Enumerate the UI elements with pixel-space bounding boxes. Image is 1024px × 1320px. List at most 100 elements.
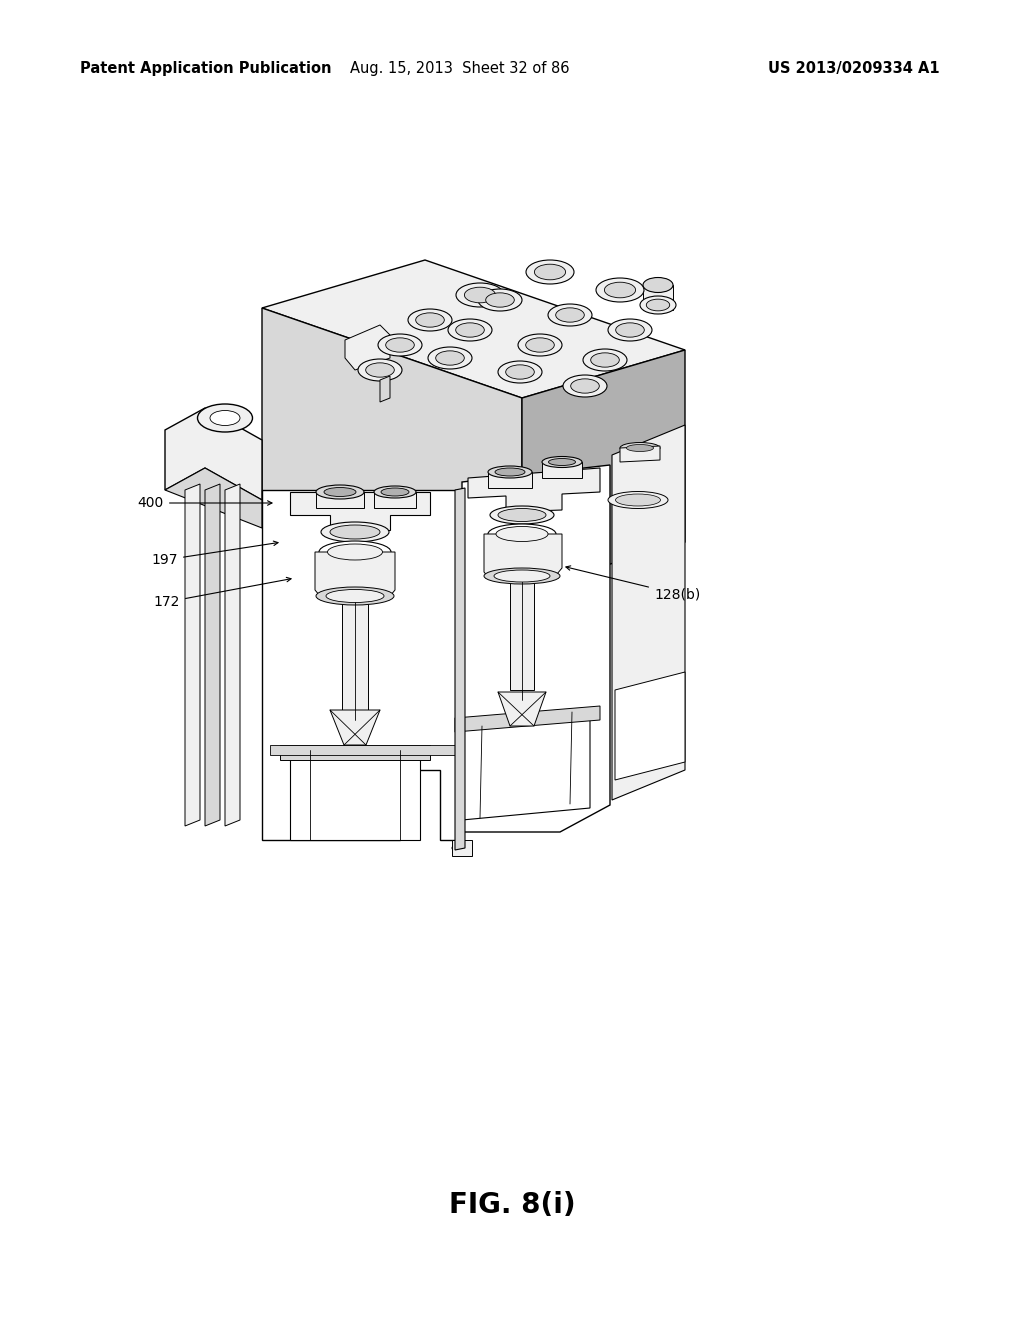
- Polygon shape: [462, 465, 610, 832]
- Ellipse shape: [604, 282, 636, 298]
- Ellipse shape: [456, 282, 504, 308]
- Ellipse shape: [449, 319, 492, 341]
- Ellipse shape: [549, 458, 575, 466]
- Polygon shape: [290, 492, 430, 531]
- Ellipse shape: [326, 590, 384, 602]
- Polygon shape: [225, 484, 240, 826]
- Ellipse shape: [535, 264, 565, 280]
- Polygon shape: [612, 425, 685, 800]
- Ellipse shape: [321, 521, 389, 543]
- Ellipse shape: [548, 304, 592, 326]
- Ellipse shape: [563, 375, 607, 397]
- Ellipse shape: [596, 279, 644, 302]
- Ellipse shape: [542, 457, 582, 467]
- Ellipse shape: [583, 348, 627, 371]
- Polygon shape: [620, 446, 660, 462]
- Polygon shape: [262, 490, 460, 840]
- Polygon shape: [643, 285, 673, 310]
- Ellipse shape: [526, 260, 574, 284]
- Polygon shape: [262, 260, 685, 399]
- Ellipse shape: [484, 568, 560, 583]
- Polygon shape: [374, 492, 416, 508]
- Polygon shape: [345, 325, 390, 370]
- Polygon shape: [280, 744, 430, 760]
- Ellipse shape: [386, 338, 415, 352]
- Polygon shape: [522, 350, 685, 590]
- Ellipse shape: [608, 319, 652, 341]
- Ellipse shape: [324, 487, 356, 496]
- Polygon shape: [165, 469, 262, 528]
- Ellipse shape: [608, 491, 668, 508]
- Polygon shape: [615, 672, 685, 780]
- Ellipse shape: [366, 363, 394, 378]
- Polygon shape: [270, 744, 460, 755]
- Polygon shape: [316, 492, 364, 508]
- Ellipse shape: [488, 524, 556, 544]
- Ellipse shape: [498, 508, 546, 521]
- Text: 400: 400: [138, 496, 272, 510]
- Ellipse shape: [556, 308, 585, 322]
- Ellipse shape: [485, 293, 514, 308]
- Text: Patent Application Publication: Patent Application Publication: [80, 61, 332, 75]
- Polygon shape: [205, 484, 220, 826]
- Ellipse shape: [591, 352, 620, 367]
- Polygon shape: [315, 552, 395, 597]
- Ellipse shape: [319, 541, 391, 564]
- Ellipse shape: [358, 359, 402, 381]
- Polygon shape: [380, 376, 390, 403]
- Ellipse shape: [615, 494, 660, 506]
- Ellipse shape: [488, 466, 532, 478]
- Polygon shape: [488, 473, 532, 488]
- Ellipse shape: [408, 309, 452, 331]
- Ellipse shape: [435, 351, 464, 366]
- Ellipse shape: [496, 527, 548, 541]
- Ellipse shape: [490, 506, 554, 524]
- Polygon shape: [542, 462, 582, 478]
- Polygon shape: [290, 750, 420, 840]
- Ellipse shape: [627, 445, 653, 451]
- Polygon shape: [330, 710, 380, 744]
- Ellipse shape: [570, 379, 599, 393]
- Text: 172: 172: [154, 577, 291, 609]
- Ellipse shape: [615, 323, 644, 337]
- Text: 197: 197: [152, 541, 279, 568]
- Ellipse shape: [465, 288, 496, 302]
- Ellipse shape: [525, 338, 554, 352]
- Polygon shape: [484, 535, 562, 578]
- Ellipse shape: [643, 277, 673, 293]
- Ellipse shape: [416, 313, 444, 327]
- Ellipse shape: [456, 323, 484, 337]
- Ellipse shape: [620, 442, 660, 454]
- Polygon shape: [185, 484, 200, 826]
- Text: 128(b): 128(b): [566, 566, 700, 601]
- Text: Aug. 15, 2013  Sheet 32 of 86: Aug. 15, 2013 Sheet 32 of 86: [350, 61, 569, 75]
- Ellipse shape: [428, 347, 472, 370]
- Text: FIG. 8(i): FIG. 8(i): [449, 1191, 575, 1220]
- Ellipse shape: [518, 334, 562, 356]
- Ellipse shape: [381, 488, 409, 496]
- Ellipse shape: [316, 587, 394, 605]
- Ellipse shape: [478, 289, 522, 312]
- Ellipse shape: [316, 484, 364, 499]
- Polygon shape: [342, 597, 368, 710]
- Ellipse shape: [452, 843, 472, 851]
- Polygon shape: [455, 488, 465, 850]
- Ellipse shape: [210, 411, 240, 425]
- Ellipse shape: [374, 486, 416, 498]
- Ellipse shape: [494, 570, 550, 582]
- Polygon shape: [498, 692, 546, 726]
- Ellipse shape: [330, 525, 380, 539]
- Polygon shape: [452, 840, 472, 855]
- Ellipse shape: [328, 544, 383, 560]
- Ellipse shape: [495, 469, 525, 477]
- Polygon shape: [165, 408, 262, 500]
- Ellipse shape: [498, 360, 542, 383]
- Polygon shape: [468, 469, 600, 512]
- Polygon shape: [462, 718, 590, 820]
- Ellipse shape: [378, 334, 422, 356]
- Polygon shape: [262, 308, 522, 590]
- Text: US 2013/0209334 A1: US 2013/0209334 A1: [768, 61, 940, 75]
- Ellipse shape: [646, 300, 670, 310]
- Ellipse shape: [198, 404, 253, 432]
- Polygon shape: [455, 706, 600, 733]
